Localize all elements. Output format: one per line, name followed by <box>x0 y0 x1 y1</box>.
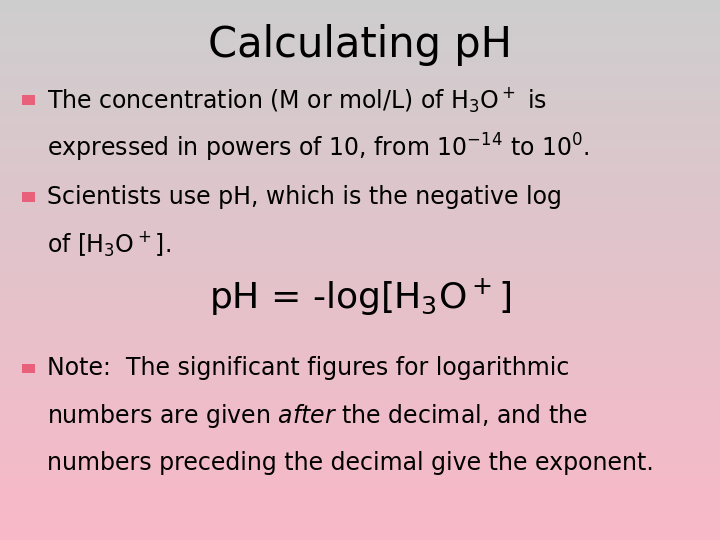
FancyBboxPatch shape <box>22 95 35 105</box>
Text: Note:  The significant figures for logarithmic: Note: The significant figures for logari… <box>47 356 570 380</box>
Text: expressed in powers of 10, from 10$^{-14}$ to 10$^0$.: expressed in powers of 10, from 10$^{-14… <box>47 131 590 164</box>
Text: of [H$_3$O$^+$].: of [H$_3$O$^+$]. <box>47 230 171 259</box>
Text: numbers preceding the decimal give the exponent.: numbers preceding the decimal give the e… <box>47 451 654 475</box>
Text: pH = -log[H$_3$O$^+$]: pH = -log[H$_3$O$^+$] <box>209 276 511 318</box>
Text: The concentration (M or mol/L) of H$_3$O$^+$ is: The concentration (M or mol/L) of H$_3$O… <box>47 85 546 114</box>
FancyBboxPatch shape <box>22 363 35 373</box>
Text: numbers are given $\it{after}$ the decimal, and the: numbers are given $\it{after}$ the decim… <box>47 402 588 430</box>
FancyBboxPatch shape <box>22 192 35 202</box>
Text: Scientists use pH, which is the negative log: Scientists use pH, which is the negative… <box>47 185 562 210</box>
Text: Calculating pH: Calculating pH <box>208 24 512 66</box>
